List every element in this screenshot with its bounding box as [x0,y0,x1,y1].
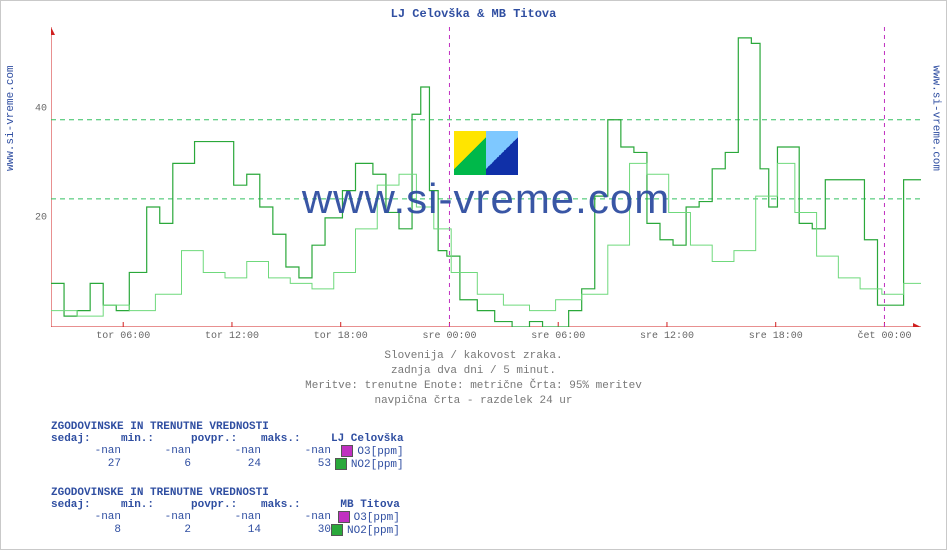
stats-row: -nan-nan-nan-nanO3[ppm] [51,511,400,524]
stats-row: 2762453NO2[ppm] [51,458,404,471]
stats-row: -nan-nan-nan-nanO3[ppm] [51,445,404,458]
chart-frame: LJ Celovška & MB Titova www.si-vreme.com… [0,0,947,550]
x-tick: sre 00:00 [422,331,476,342]
subtitle-line: Slovenija / kakovost zraka. [1,349,946,364]
x-tick: tor 18:00 [314,331,368,342]
legend-swatch [341,445,353,457]
legend-label: O3[ppm] [354,512,400,524]
subtitle-line: zadnja dva dni / 5 minut. [1,364,946,379]
legend-swatch [335,458,347,470]
stats-table: sedaj:min.:povpr.:maks.:MB Titova-nan-na… [51,499,400,537]
y-axis-label-left: www.si-vreme.com [5,65,17,171]
x-tick: sre 12:00 [640,331,694,342]
x-tick: tor 06:00 [96,331,150,342]
legend-label: O3[ppm] [357,446,403,458]
legend-label: NO2[ppm] [347,525,400,537]
stats-block-1: ZGODOVINSKE IN TRENUTNE VREDNOSTIsedaj:m… [51,421,404,471]
x-tick: čet 00:00 [857,331,911,342]
x-tick-labels: tor 06:00 tor 12:00 tor 18:00 sre 00:00 sre … [51,331,921,345]
stats-table: sedaj:min.:povpr.:maks.:LJ Celovška-nan-… [51,433,404,471]
chart-title: LJ Celovška & MB Titova [1,7,946,21]
stats-block-2: ZGODOVINSKE IN TRENUTNE VREDNOSTIsedaj:m… [51,487,400,537]
subtitle-line: Meritve: trenutne Enote: metrične Črta: … [1,379,946,394]
y-tick: 20 [35,212,47,223]
y-tick-labels: 2040 [21,27,49,327]
chart-area [51,27,921,327]
legend-swatch [331,524,343,536]
y-axis-label-right: www.si-vreme.com [930,65,942,171]
stats-title: ZGODOVINSKE IN TRENUTNE VREDNOSTI [51,421,404,433]
stats-title: ZGODOVINSKE IN TRENUTNE VREDNOSTI [51,487,400,499]
x-tick: tor 12:00 [205,331,259,342]
x-tick: sre 18:00 [749,331,803,342]
subtitle-block: Slovenija / kakovost zraka.zadnja dva dn… [1,349,946,409]
chart-svg [51,27,921,327]
y-tick: 40 [35,103,47,114]
x-tick: sre 06:00 [531,331,585,342]
stats-row: 821430NO2[ppm] [51,524,400,537]
legend-swatch [338,511,350,523]
subtitle-line: navpična črta - razdelek 24 ur [1,394,946,409]
legend-label: NO2[ppm] [351,459,404,471]
